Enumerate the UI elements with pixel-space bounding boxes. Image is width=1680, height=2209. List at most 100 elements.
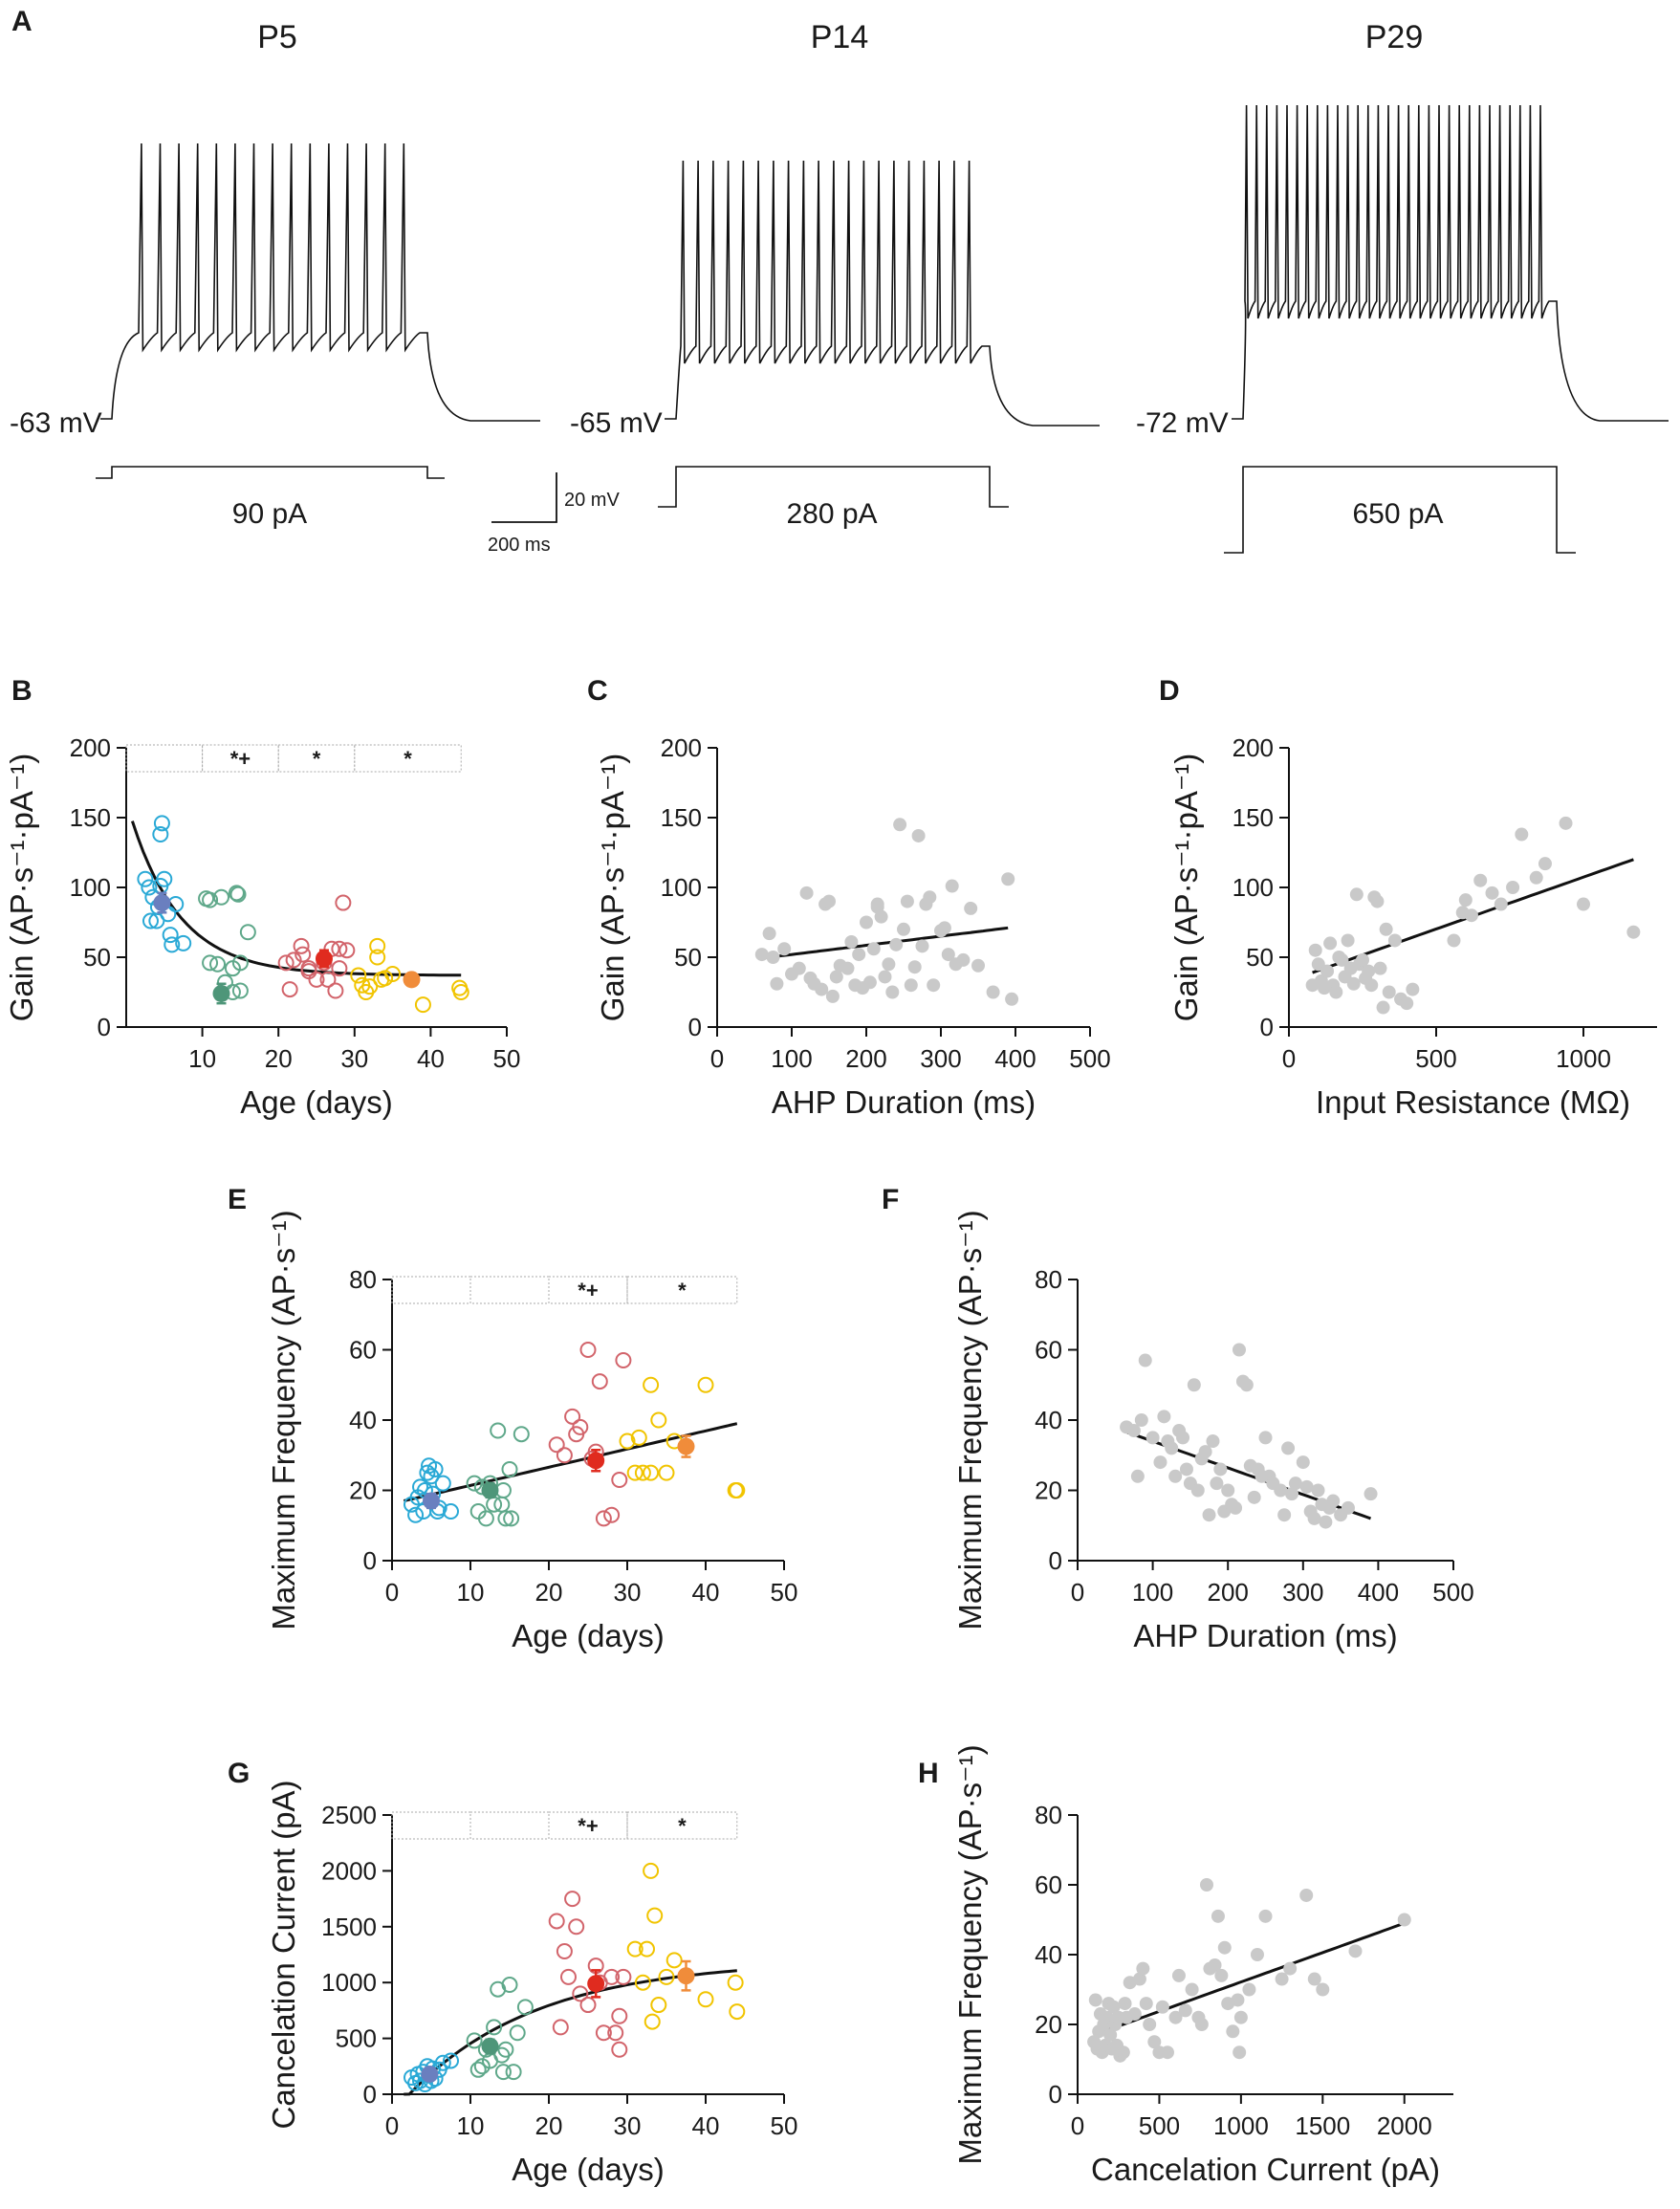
y-tick-label-h: 80 <box>1035 1801 1062 1829</box>
y-tick-label-c: 150 <box>661 803 702 832</box>
data-point-b <box>162 927 179 944</box>
mean-point-b <box>153 894 171 912</box>
data-point-e <box>407 1506 425 1523</box>
data-point-h <box>1116 2045 1130 2060</box>
data-point-g <box>556 1942 573 1959</box>
data-point-g <box>697 1991 714 2008</box>
data-point-e <box>477 1510 494 1527</box>
x-tick-label-f: 0 <box>1071 1578 1084 1607</box>
data-point-h <box>1214 1968 1229 1982</box>
data-point-b <box>281 981 298 998</box>
x-tick-label-e: 30 <box>614 1578 642 1607</box>
y-tick-label-f: 40 <box>1035 1406 1062 1434</box>
data-point-e <box>548 1436 565 1454</box>
panel-d-label: D <box>1159 675 1180 707</box>
y-tick-label-f: 60 <box>1035 1336 1062 1365</box>
x-tick-label-b: 10 <box>188 1044 216 1073</box>
data-point-c <box>844 934 859 949</box>
data-point-h <box>1136 1961 1150 1976</box>
data-point-e <box>615 1352 632 1369</box>
data-point-h <box>1250 1948 1264 1961</box>
data-point-e <box>412 1478 429 1496</box>
x-tick-label-g: 50 <box>771 2111 798 2140</box>
data-point-d <box>1362 964 1376 978</box>
data-point-f <box>1206 1434 1220 1449</box>
data-point-b <box>338 942 356 959</box>
data-point-c <box>766 951 780 964</box>
data-point-h <box>1155 2000 1169 2014</box>
data-point-b <box>142 912 159 930</box>
data-point-g <box>560 1968 577 1985</box>
y-tick-label-d: 50 <box>1246 943 1274 972</box>
data-point-c <box>956 952 971 967</box>
data-point-h <box>1127 2007 1142 2022</box>
mean-point-b <box>212 984 230 1002</box>
data-point-c <box>904 978 918 993</box>
data-point-h <box>1118 1997 1132 2011</box>
y-axis-title-c: Gain (AP·s⁻¹·pA⁻¹) <box>595 754 630 1022</box>
current-label-p14: 280 pA <box>786 498 877 530</box>
data-point-h <box>1199 1878 1213 1892</box>
data-point-g <box>650 1997 667 2014</box>
data-point-h <box>1208 1957 1222 1972</box>
data-point-b <box>202 891 219 908</box>
data-point-c <box>840 961 855 975</box>
x-tick-label-g: 0 <box>385 2111 399 2140</box>
data-point-e <box>650 1411 667 1429</box>
data-point-h <box>1106 2000 1121 2014</box>
sig-box-g <box>548 1811 628 1840</box>
data-point-e <box>503 1510 520 1527</box>
data-point-d <box>1506 881 1520 894</box>
data-point-g <box>607 2024 624 2042</box>
data-point-d <box>1382 985 1396 999</box>
data-point-h <box>1283 1961 1298 1976</box>
data-point-c <box>889 937 904 951</box>
x-axis-title-d: Input Resistance (MΩ) <box>1316 1084 1630 1120</box>
data-point-h <box>1258 1909 1273 1923</box>
panel-b-label: B <box>11 675 33 707</box>
current-step-p14 <box>658 466 1009 508</box>
data-point-h <box>1178 2003 1192 2018</box>
data-point-e <box>595 1510 612 1527</box>
x-tick-label-d: 500 <box>1415 1044 1456 1073</box>
data-point-g <box>501 1977 518 1994</box>
data-point-b <box>164 936 181 953</box>
data-point-f <box>1285 1487 1299 1501</box>
sig-box-g <box>391 1811 471 1840</box>
data-point-d <box>1464 908 1478 923</box>
data-point-d <box>1447 933 1461 948</box>
data-point-c <box>945 879 959 893</box>
data-point-d <box>1406 982 1420 996</box>
data-point-c <box>862 975 877 990</box>
data-point-d <box>1458 893 1473 908</box>
data-point-h <box>1348 1944 1363 1958</box>
y-tick-label-b: 200 <box>70 733 111 762</box>
data-point-f <box>1311 1483 1325 1498</box>
trace-panel-p29: P29 -72 mV 650 pA <box>1136 19 1669 554</box>
data-point-b <box>156 870 173 887</box>
data-point-f <box>1258 1431 1273 1445</box>
data-point-h <box>1211 1909 1225 1923</box>
data-point-c <box>829 970 843 984</box>
rest-potential-p5: -63 mV <box>10 407 102 439</box>
x-tick-label-g: 20 <box>535 2111 563 2140</box>
data-point-f <box>1232 1343 1246 1357</box>
x-tick-label-g: 30 <box>614 2111 642 2140</box>
data-point-d <box>1538 857 1552 871</box>
data-point-e <box>630 1429 647 1446</box>
data-point-f <box>1281 1441 1296 1455</box>
data-point-b <box>293 937 310 954</box>
data-point-d <box>1335 952 1349 967</box>
data-point-g <box>639 1940 655 1957</box>
data-point-b <box>300 960 317 977</box>
sig-box-g <box>626 1811 738 1840</box>
y-tick-label-h: 0 <box>1049 2080 1062 2109</box>
x-axis-title-e: Age (days) <box>512 1618 665 1653</box>
data-point-b <box>384 966 402 983</box>
data-point-f <box>1239 1378 1254 1392</box>
sig-box-e <box>391 1276 471 1304</box>
y-tick-label-f: 80 <box>1035 1265 1062 1294</box>
y-axis-title-h: Maximum Frequency (AP·s⁻¹) <box>952 1744 988 2164</box>
data-point-e <box>619 1433 636 1450</box>
